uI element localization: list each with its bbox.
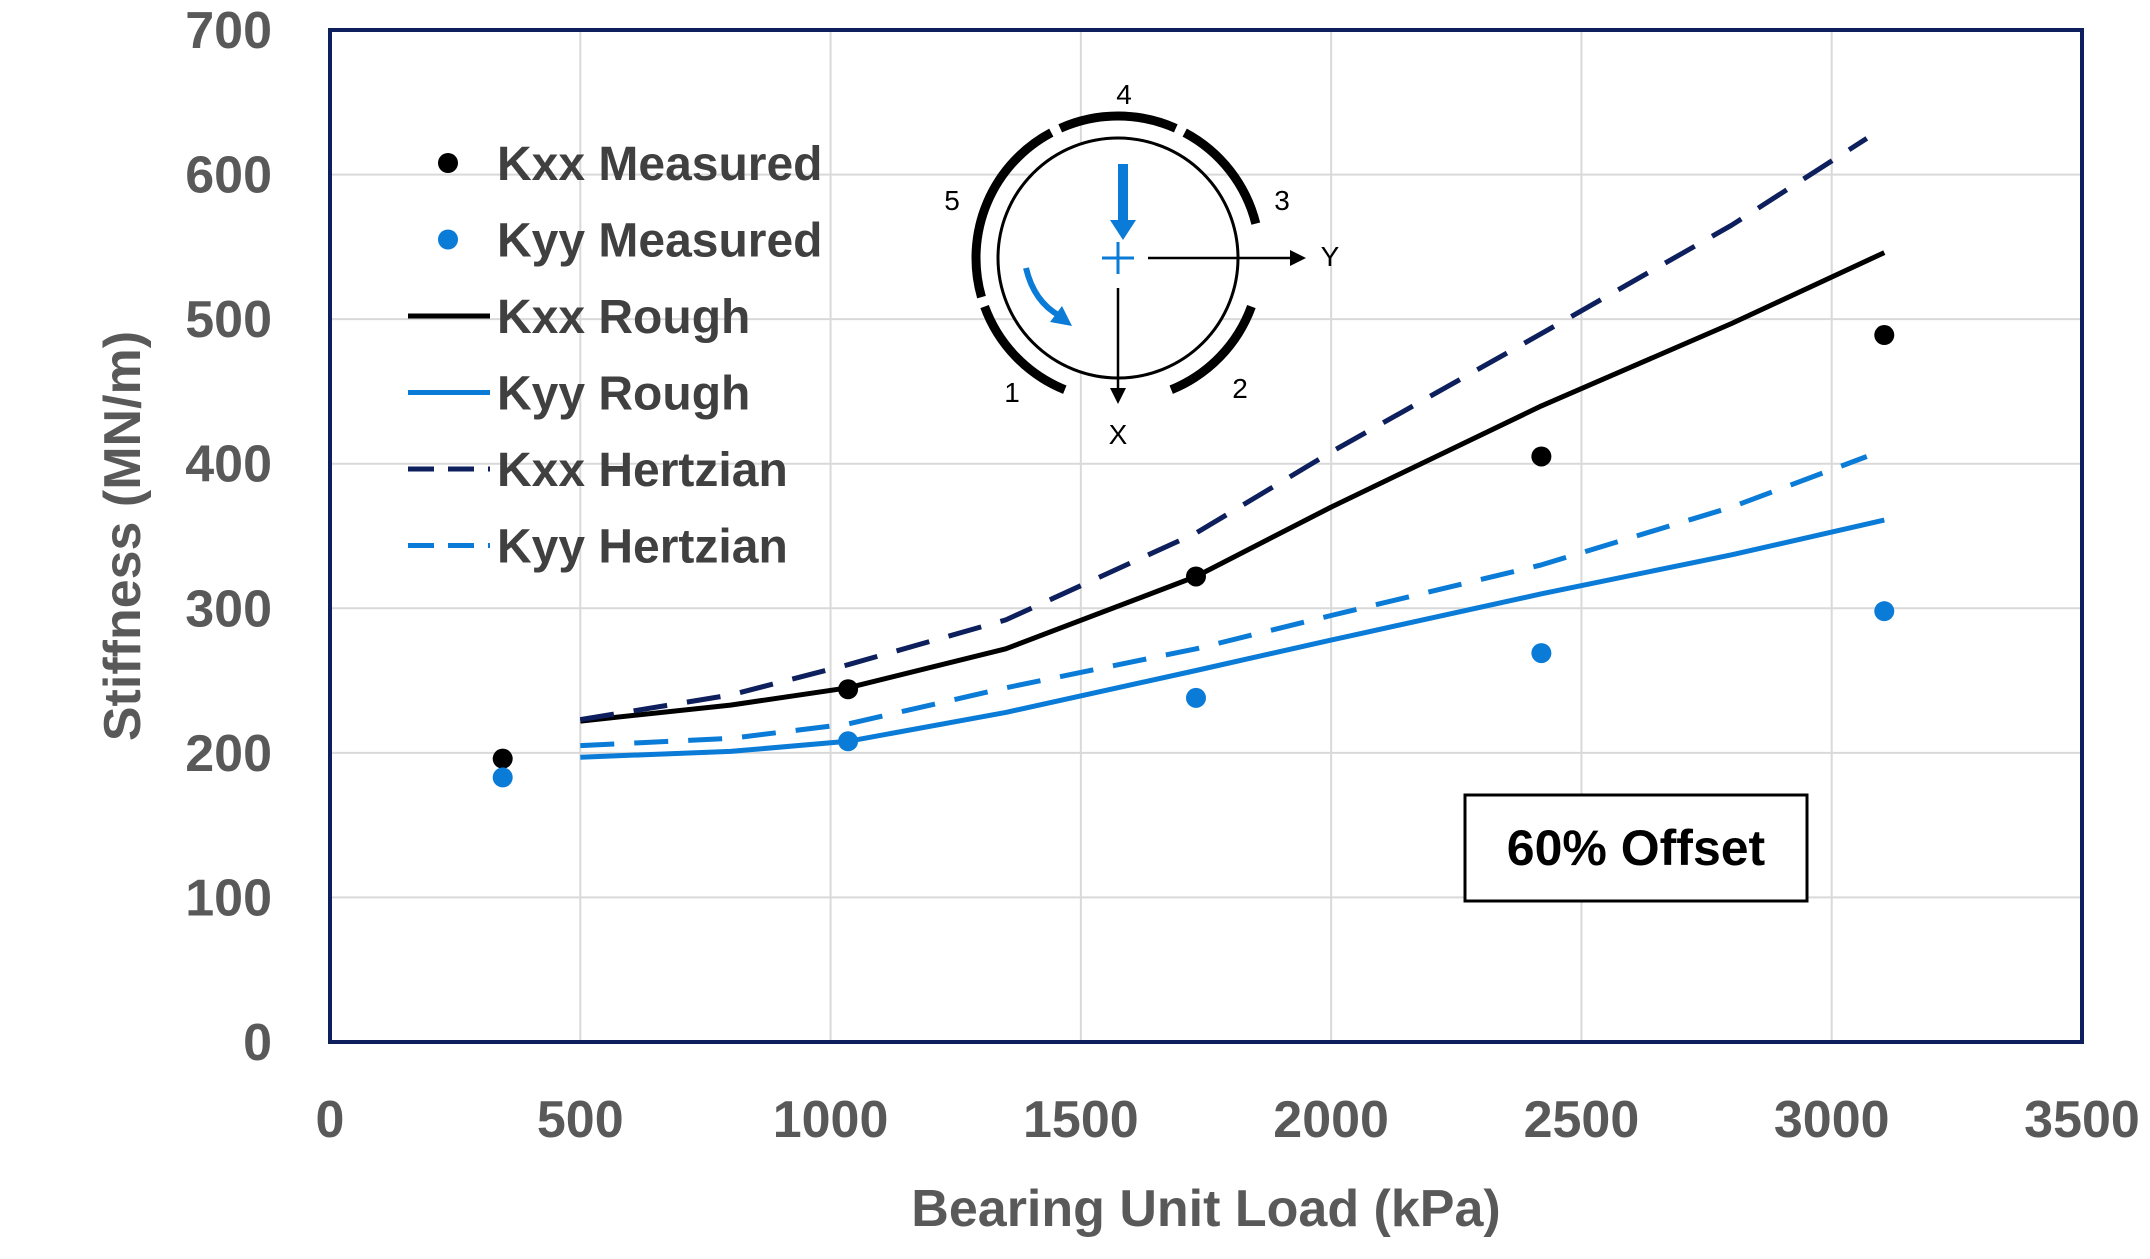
inset-y-label: Y <box>1321 241 1340 272</box>
legend-label-kxx-hertzian: Kxx Hertzian <box>497 444 788 497</box>
load-arrow-head <box>1110 220 1136 240</box>
legend-marker-kyy-measured <box>438 229 458 250</box>
y-tick-label: 400 <box>185 436 272 494</box>
pad-label-5: 5 <box>944 185 960 216</box>
data-point-kxx-measured <box>1185 566 1206 587</box>
x-tick-label: 0 <box>316 1091 345 1149</box>
y-axis-arrowhead <box>1290 250 1306 266</box>
y-tick-label: 500 <box>185 291 272 349</box>
x-tick-label: 3500 <box>2024 1091 2140 1149</box>
data-point-kxx-measured <box>1531 446 1552 467</box>
bearing-pad <box>980 305 1067 394</box>
pad-label-2: 2 <box>1232 373 1248 404</box>
legend-label-kyy-rough: Kyy Rough <box>497 368 750 421</box>
x-tick-label: 500 <box>537 1091 624 1149</box>
bearing-pad <box>1182 128 1261 225</box>
y-tick-label: 200 <box>185 725 272 783</box>
series <box>492 136 1895 788</box>
y-tick-label: 300 <box>185 580 272 638</box>
bearing-pad <box>1169 305 1256 394</box>
x-axis-title: Bearing Unit Load (kPa) <box>911 1180 1500 1238</box>
data-point-kyy-measured <box>838 731 859 752</box>
plot-frame <box>328 28 2084 1044</box>
data-point-kxx-measured <box>838 679 859 700</box>
pad-label-3: 3 <box>1274 185 1290 216</box>
data-point-kyy-measured <box>1185 687 1206 708</box>
x-tick-label: 2000 <box>1273 1091 1389 1149</box>
data-point-kxx-measured <box>1874 325 1895 346</box>
x-axis-arrowhead <box>1110 388 1126 404</box>
rotation-arrow <box>1023 267 1062 319</box>
x-tick-label: 1000 <box>773 1091 889 1149</box>
x-tick-label: 3000 <box>1774 1091 1890 1149</box>
series-line-kyy-rough <box>580 517 1885 760</box>
annotation-box <box>1463 793 1809 903</box>
legend-label-kyy-measured: Kyy Measured <box>497 215 822 268</box>
legend: Kxx Measured Kyy Measured Kxx Rough Kyy Rou… <box>408 138 822 574</box>
data-point-kxx-measured <box>492 748 513 769</box>
series-line-kxx-hertzian <box>579 136 1869 723</box>
annotation-text: 60% Offset <box>1507 820 1766 876</box>
series-line-kyy-hertzian <box>580 454 1868 749</box>
pad-label-4: 4 <box>1116 79 1132 110</box>
data-point-kyy-measured <box>1531 643 1552 664</box>
y-tick-label: 100 <box>185 869 272 927</box>
y-axis-title: Stiffness (MN/m) <box>94 331 152 741</box>
rotation-arrowhead <box>1050 306 1072 326</box>
pad-label-1: 1 <box>1004 377 1020 408</box>
legend-label-kyy-hertzian: Kyy Hertzian <box>497 521 788 574</box>
bearing-pad <box>1058 111 1178 133</box>
inset-x-label: X <box>1109 419 1128 450</box>
offset-annotation: 60% Offset <box>1463 793 1809 903</box>
x-tick-label: 2500 <box>1524 1091 1640 1149</box>
data-point-kyy-measured <box>1874 601 1895 622</box>
data-point-kyy-measured <box>492 767 513 788</box>
y-tick-label: 700 <box>185 2 272 60</box>
legend-label-kxx-measured: Kxx Measured <box>497 138 822 191</box>
tick-labels: 0 500 1000 1500 2000 2500 3000 3500010020030040… <box>185 2 2140 1149</box>
y-tick-label: 0 <box>243 1014 272 1072</box>
legend-marker-kxx-measured <box>438 153 458 173</box>
bearing-diagram: 1 2 3 4 5 Y X <box>944 79 1339 450</box>
y-tick-label: 600 <box>185 147 272 205</box>
x-tick-label: 1500 <box>1023 1091 1139 1149</box>
legend-label-kxx-rough: Kxx Rough <box>497 291 750 344</box>
bearing-pad <box>971 128 1054 299</box>
load-arrow-shaft <box>1118 164 1128 224</box>
